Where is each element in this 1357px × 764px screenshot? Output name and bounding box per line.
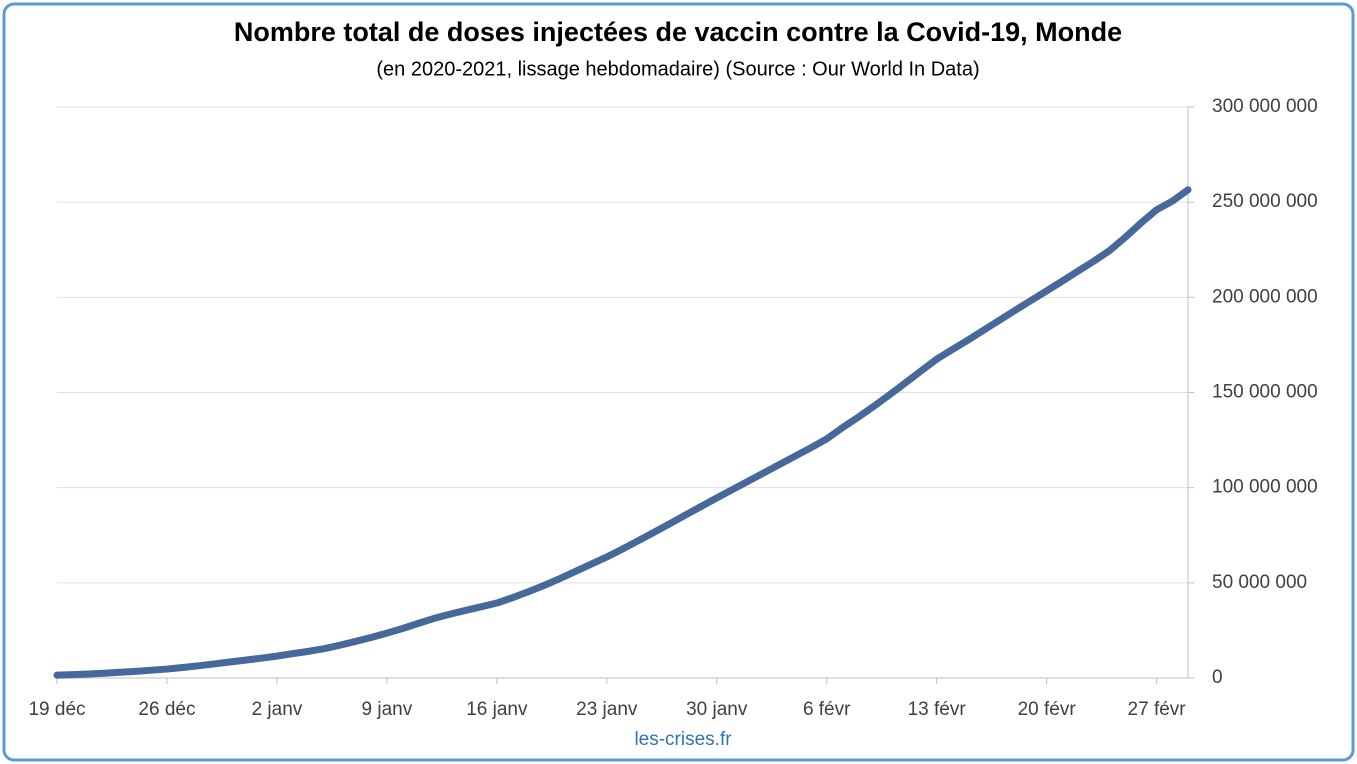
x-tick-label: 16 janv (466, 699, 528, 720)
x-tick-label: 30 janv (686, 699, 748, 720)
source: les-crises.fr (634, 729, 732, 750)
y-tick-label: 250 000 000 (1212, 191, 1318, 212)
line (53, 186, 1192, 679)
x-tick-label: 23 janv (576, 699, 638, 720)
y-tick-label: 100 000 000 (1212, 477, 1318, 498)
x-tick-label: 6 févr (803, 699, 851, 720)
chart-title: Nombre total de doses injectées de vacci… (234, 17, 1122, 47)
x-tick-label: 19 déc (28, 699, 85, 720)
y-tick-label: 0 (1212, 667, 1223, 688)
chart-subtitle: (en 2020-2021, lissage hebdomadaire) (So… (376, 58, 979, 80)
y-tick-label: 300 000 000 (1212, 96, 1318, 117)
x-tick-label: 26 déc (138, 699, 195, 720)
x-tick-label: 27 févr (1128, 699, 1187, 720)
x-tick-label: 2 janv (252, 699, 303, 720)
x-tick-label: 9 janv (362, 699, 413, 720)
y-tick-label: 150 000 000 (1212, 382, 1318, 403)
x-tick-label: 20 févr (1018, 699, 1077, 720)
y-tick-label: 200 000 000 (1212, 286, 1318, 307)
y-tick-label: 50 000 000 (1212, 572, 1307, 593)
x-tick-label: 13 févr (908, 699, 967, 720)
